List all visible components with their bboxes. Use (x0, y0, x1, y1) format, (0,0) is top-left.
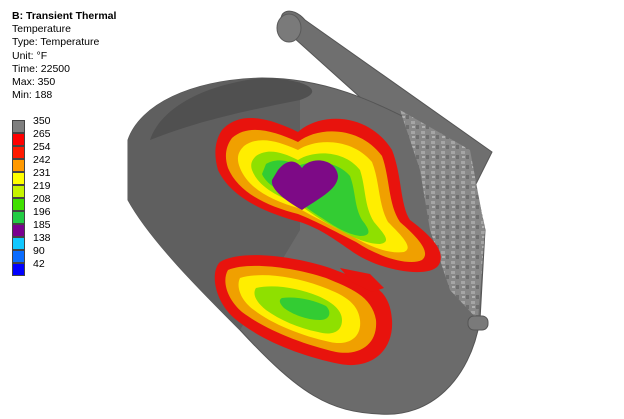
result-title: B: Transient Thermal (12, 10, 117, 22)
legend-value: 185 (33, 219, 51, 231)
legend-value: 138 (33, 232, 51, 244)
result-unit: Unit: °F (12, 49, 48, 62)
fractured-surface (400, 110, 485, 320)
legend-value: 350 (33, 115, 51, 127)
legend-swatch (12, 211, 25, 224)
result-type: Type: Temperature (12, 36, 100, 49)
legend-swatch (12, 224, 25, 237)
legend-swatch (12, 185, 25, 198)
legend-swatch (12, 159, 25, 172)
result-time: Time: 22500 (12, 62, 70, 75)
legend-value: 219 (33, 180, 51, 192)
result-info-panel: B: Transient Thermal Temperature Type: T… (12, 10, 116, 102)
legend-swatch (12, 263, 25, 276)
lower-thermal-region (214, 255, 393, 366)
upper-thermal-region (215, 117, 441, 273)
result-min: Min: 188 (12, 89, 53, 102)
legend-swatch (12, 237, 25, 250)
lower-warm-core (279, 297, 330, 320)
legend-value: 90 (33, 245, 45, 257)
legend-swatch (12, 133, 25, 146)
upper-cold-core (271, 160, 338, 210)
legend-value: 231 (33, 167, 51, 179)
legend-swatch (12, 250, 25, 263)
legend-value: 42 (33, 258, 45, 270)
legend-value: 196 (33, 206, 51, 218)
legend-value: 254 (33, 141, 51, 153)
legend-swatch (12, 120, 25, 133)
legend-value: 242 (33, 154, 51, 166)
housing-top-arc (150, 78, 313, 140)
legend-swatch (12, 172, 25, 185)
result-max: Max: 350 (12, 76, 56, 89)
legend-value: 208 (33, 193, 51, 205)
legend-swatch (12, 146, 25, 159)
legend-value: 265 (33, 128, 51, 140)
legend-swatch (12, 198, 25, 211)
result-quantity: Temperature (12, 23, 71, 36)
shaft-stub (467, 315, 489, 331)
